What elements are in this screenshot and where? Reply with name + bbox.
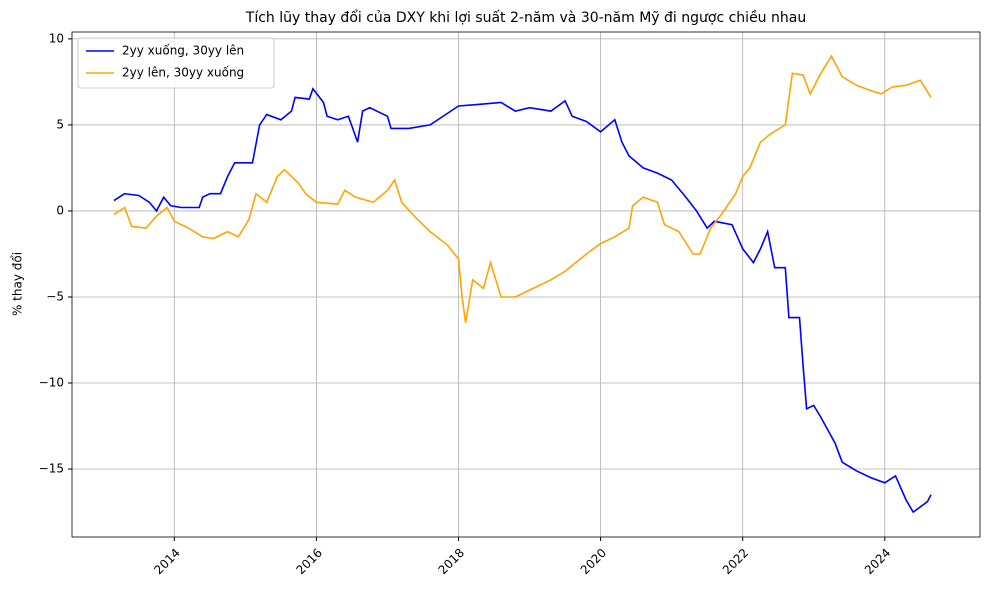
x-tick-label: 2024 [862, 546, 893, 577]
x-tick-label: 2016 [294, 546, 325, 577]
y-tick-label: 5 [56, 117, 64, 131]
plot-frame [71, 31, 981, 538]
series-line [113, 54, 932, 323]
y-tick-label: −10 [39, 376, 64, 390]
chart-title: Tích lũy thay đổi của DXY khi lợi suất 2… [245, 9, 806, 26]
x-tick-label: 2022 [720, 546, 751, 577]
x-tick-label: 2020 [578, 546, 609, 577]
y-axis-label: % thay đổi [11, 252, 25, 316]
y-tick-label: 0 [56, 203, 64, 217]
y-tick-label: −5 [46, 289, 64, 303]
x-tick-label: 2014 [151, 546, 182, 577]
y-tick-label: −15 [39, 462, 64, 476]
x-tick-label: 2018 [436, 546, 467, 577]
legend-label: 2yy lên, 30yy xuống [122, 66, 244, 80]
y-tick-label: 10 [49, 31, 64, 45]
legend-label: 2yy xuống, 30yy lên [122, 44, 244, 58]
legend-box [77, 37, 275, 89]
legend: 2yy xuống, 30yy lên 2yy lên, 30yy xuống [77, 37, 275, 89]
series-line [113, 87, 932, 514]
